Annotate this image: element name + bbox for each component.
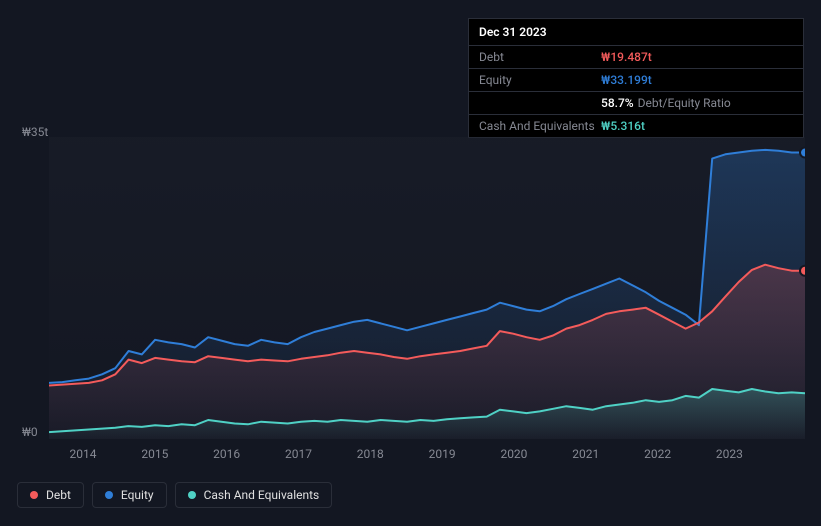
legend-item-equity[interactable]: Equity bbox=[92, 482, 167, 508]
tooltip-row-value: ₩19.487t bbox=[601, 50, 652, 64]
tooltip-date: Dec 31 2023 bbox=[469, 19, 803, 46]
x-axis-label: 2016 bbox=[213, 447, 240, 461]
legend-label: Cash And Equivalents bbox=[204, 488, 320, 502]
tooltip-row-value: ₩33.199t bbox=[601, 73, 652, 87]
x-axis-label: 2017 bbox=[285, 447, 312, 461]
tooltip-row: Debt₩19.487t bbox=[469, 46, 803, 69]
tooltip-row-value: 58.7% bbox=[601, 96, 634, 110]
x-axis-label: 2023 bbox=[716, 447, 743, 461]
legend-item-cash-and-equivalents[interactable]: Cash And Equivalents bbox=[175, 482, 333, 508]
legend-dot bbox=[105, 491, 113, 499]
legend-dot bbox=[188, 491, 196, 499]
tooltip-row-label bbox=[479, 96, 601, 110]
x-axis-label: 2020 bbox=[500, 447, 527, 461]
legend-dot bbox=[30, 491, 38, 499]
plot-area[interactable] bbox=[49, 137, 805, 439]
tooltip-row: 58.7% Debt/Equity Ratio bbox=[469, 92, 803, 115]
x-axis-label: 2019 bbox=[429, 447, 456, 461]
tooltip-row-extra: Debt/Equity Ratio bbox=[638, 96, 731, 110]
x-axis-label: 2014 bbox=[70, 447, 97, 461]
legend-label: Equity bbox=[121, 488, 154, 502]
chart-container: ₩35t ₩0 2014 2015 2016 2017 2018 2019 2020 2021… bbox=[17, 125, 805, 470]
chart-legend: Debt Equity Cash And Equivalents bbox=[17, 482, 332, 508]
tooltip-row-label: Equity bbox=[479, 73, 601, 87]
tooltip-row: Equity₩33.199t bbox=[469, 69, 803, 92]
x-axis-label: 2018 bbox=[357, 447, 384, 461]
legend-item-debt[interactable]: Debt bbox=[17, 482, 84, 508]
y-axis-max: ₩35t bbox=[22, 125, 48, 139]
chart-tooltip: Dec 31 2023 Debt₩19.487tEquity₩33.199t58… bbox=[468, 18, 804, 138]
tooltip-row-label: Debt bbox=[479, 50, 601, 64]
x-axis-label: 2015 bbox=[141, 447, 168, 461]
legend-label: Debt bbox=[46, 488, 71, 502]
x-axis-label: 2021 bbox=[572, 447, 599, 461]
x-axis-label: 2022 bbox=[644, 447, 671, 461]
y-axis-min: ₩0 bbox=[22, 425, 38, 439]
